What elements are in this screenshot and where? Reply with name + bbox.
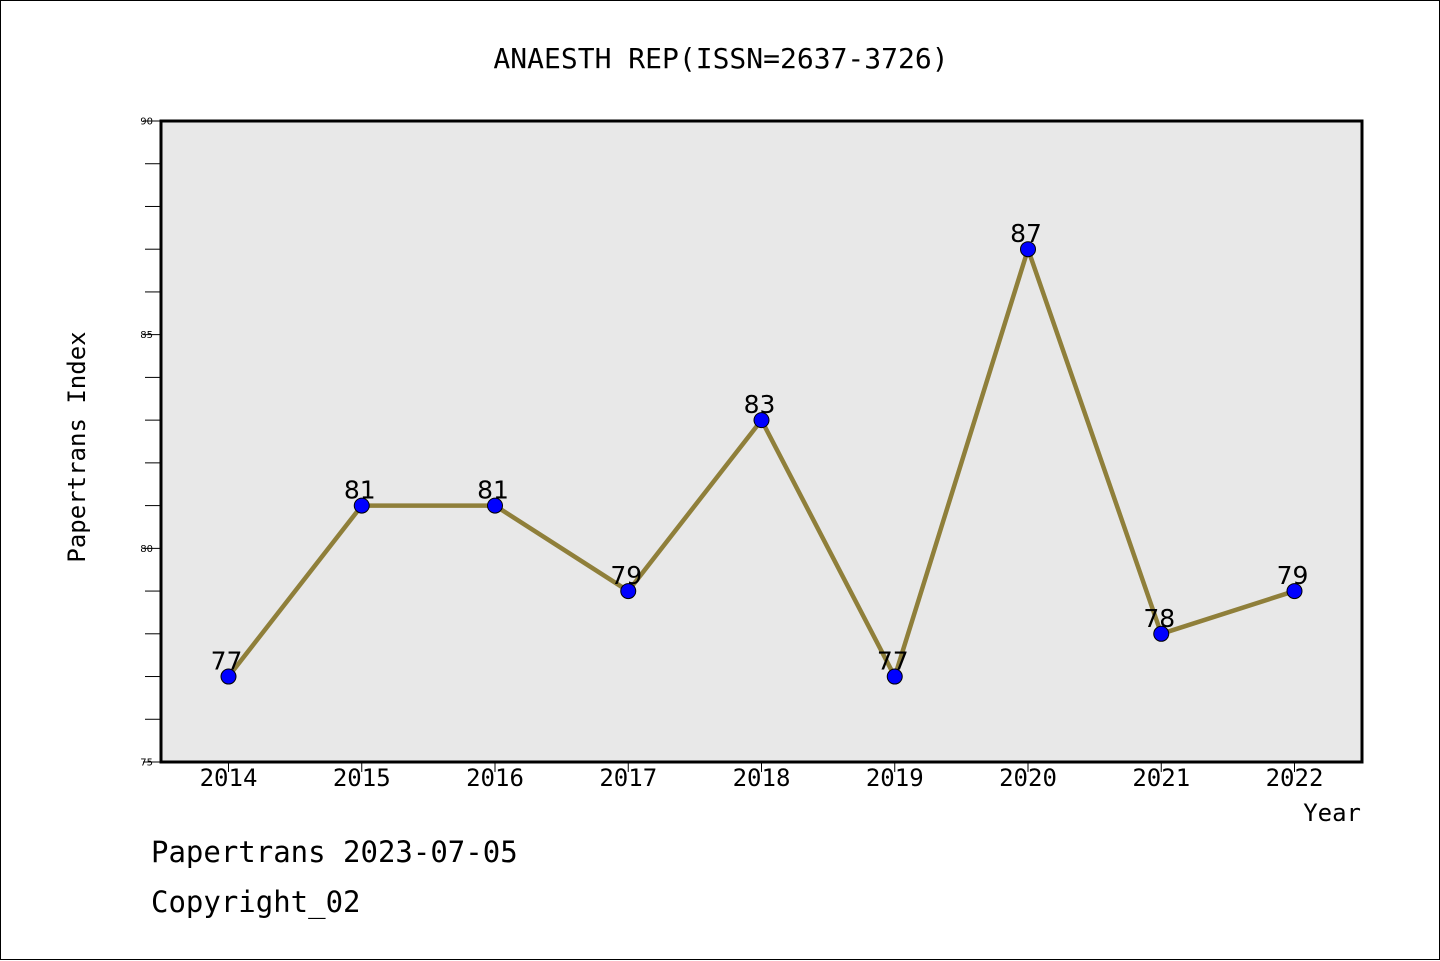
series [220, 241, 1303, 685]
y-tick-label: 80 [140, 544, 153, 555]
data-label: 79 [1277, 561, 1309, 590]
data-label: 79 [610, 561, 642, 590]
data-point [753, 412, 770, 429]
data-point [1286, 583, 1303, 600]
data-label: 81 [477, 476, 509, 505]
data-label: 77 [211, 647, 243, 676]
x-tick-label: 2022 [1266, 764, 1324, 792]
y-tick-label: 75 [140, 758, 153, 769]
x-tick-label: 2021 [1132, 764, 1190, 792]
data-point [220, 668, 237, 685]
x-tick-label: 2020 [999, 764, 1057, 792]
data-label: 77 [877, 647, 909, 676]
data-point [487, 497, 503, 514]
data-point [886, 668, 903, 685]
data-label: 81 [344, 476, 376, 505]
x-tick-label: 2015 [333, 764, 391, 792]
x-axis: 2014 2015 2016 2017 2018 2019 2020 2021 2022 [200, 762, 1324, 792]
data-labels: 77 81 81 79 83 77 87 78 79 [211, 219, 1309, 675]
x-tick-label: 2014 [200, 764, 258, 792]
data-label: 83 [744, 390, 776, 419]
y-tick-label: 85 [140, 330, 153, 341]
y-tick-label: 90 [140, 117, 153, 128]
data-point [1020, 241, 1036, 258]
x-tick-label: 2016 [466, 764, 524, 792]
footer-copyright: Copyright_02 [151, 885, 361, 919]
data-point [620, 583, 637, 600]
chart-title: ANAESTH REP(ISSN=2637-3726) [493, 42, 948, 75]
footer-date: Papertrans 2023-07-05 [151, 835, 518, 869]
x-tick-label: 2017 [599, 764, 657, 792]
plot-area [159, 119, 1364, 764]
data-label: 87 [1010, 219, 1042, 248]
y-axis: 75 80 85 90 [140, 117, 161, 769]
x-axis-title: Year [1303, 799, 1361, 827]
data-point [1153, 625, 1170, 642]
data-point [353, 497, 370, 514]
x-tick-label: 2018 [733, 764, 791, 792]
x-tick-label: 2019 [866, 764, 924, 792]
data-label: 78 [1143, 604, 1175, 633]
y-axis-title: Papertrans Index [63, 331, 91, 562]
